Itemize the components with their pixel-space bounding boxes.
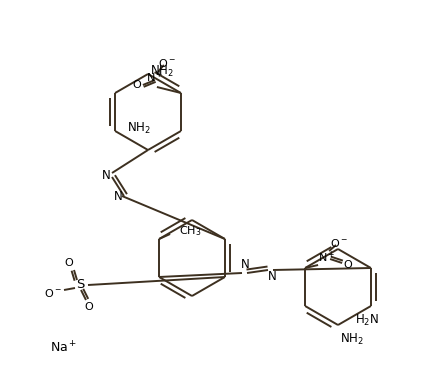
Text: Na$^+$: Na$^+$ — [50, 340, 77, 355]
Text: O: O — [343, 260, 352, 270]
Text: N: N — [267, 271, 276, 283]
Text: O$^-$: O$^-$ — [157, 57, 175, 69]
Text: N: N — [114, 189, 122, 202]
Text: O: O — [132, 80, 141, 90]
Text: NH$_2$: NH$_2$ — [150, 64, 173, 78]
Text: N: N — [101, 168, 110, 181]
Text: H$_2$N: H$_2$N — [354, 312, 378, 328]
Text: O: O — [84, 302, 93, 312]
Text: O: O — [64, 258, 73, 268]
Text: NH$_2$: NH$_2$ — [127, 120, 150, 136]
Text: O$^-$: O$^-$ — [44, 287, 62, 299]
Text: O$^-$: O$^-$ — [329, 237, 347, 249]
Text: CH$_3$: CH$_3$ — [179, 224, 201, 238]
Text: S: S — [76, 279, 84, 291]
Text: N$^+$: N$^+$ — [318, 249, 335, 265]
Text: N$^+$: N$^+$ — [146, 69, 163, 85]
Text: N: N — [240, 258, 249, 272]
Text: NH$_2$: NH$_2$ — [339, 331, 363, 347]
